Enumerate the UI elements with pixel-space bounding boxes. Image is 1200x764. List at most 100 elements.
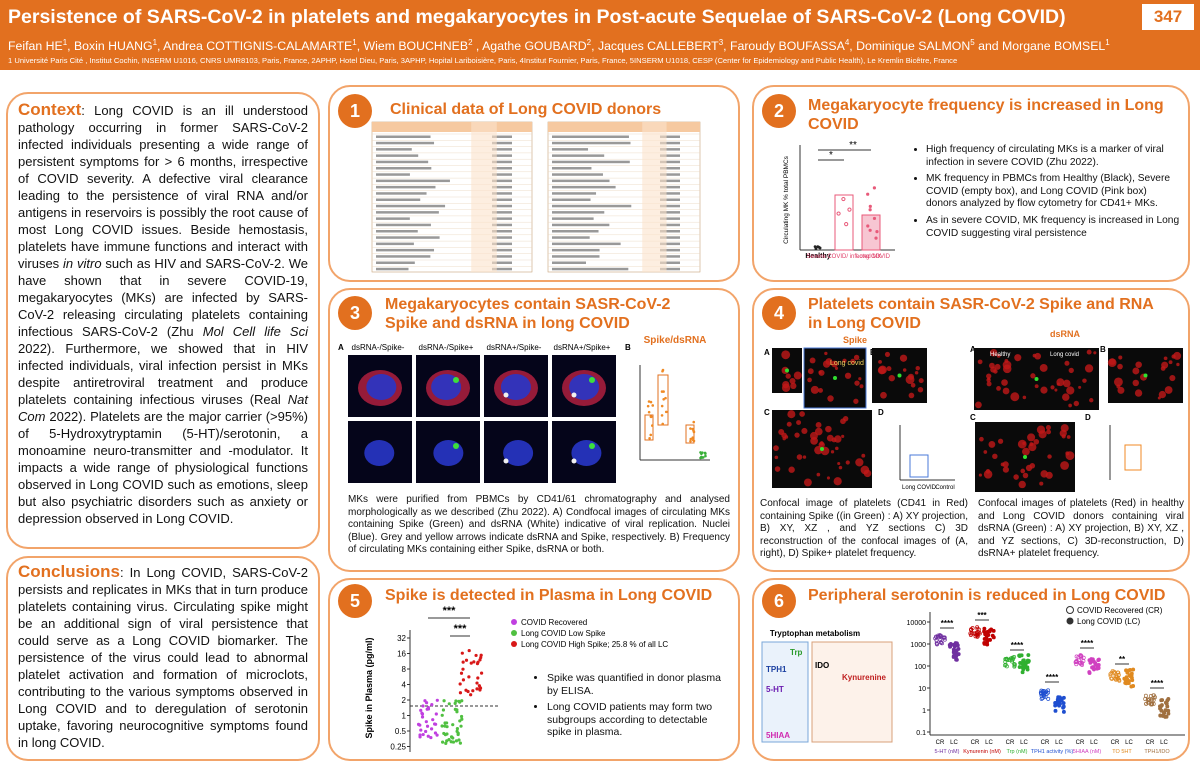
dot: [1087, 671, 1092, 675]
group-label: 5HIAA (nM): [1073, 749, 1102, 755]
platelet: [1084, 364, 1094, 373]
platelet: [850, 358, 856, 364]
dot: [425, 707, 429, 711]
microscopy: A B dsRNA-/Spike- dsRNA-/Spike+ dsRNA+/S…: [338, 335, 710, 483]
table-header: [548, 122, 700, 132]
table-text: [552, 167, 592, 170]
signal: [1023, 455, 1027, 459]
dot: [1160, 698, 1165, 702]
table-text: [660, 267, 680, 271]
dot: [1081, 659, 1086, 663]
star: ****: [1011, 641, 1024, 650]
dot: [940, 641, 945, 646]
star: ***: [454, 623, 468, 635]
platelet: [1062, 393, 1070, 401]
dot: [461, 660, 465, 664]
platelet: [987, 377, 991, 381]
dot: [467, 675, 471, 679]
platelet: [859, 384, 864, 389]
dot: [1146, 700, 1151, 705]
platelet: [803, 478, 812, 487]
dot: [466, 689, 470, 694]
legend-label: Long COVID (LC): [1077, 617, 1140, 626]
dot: [419, 728, 423, 732]
group-label: Trp (nM): [1007, 749, 1028, 755]
bullets: High frequency of circulating MKs is a m…: [912, 144, 1180, 244]
table-text: [660, 135, 680, 138]
column-label: dsRNA+/Spike-: [487, 343, 542, 352]
platelet: [1002, 364, 1012, 374]
diagram-title: Tryptophan metabolism: [770, 629, 860, 638]
dot: [985, 637, 989, 642]
dot: [419, 708, 423, 712]
platelet: [810, 436, 818, 445]
dot: [868, 228, 872, 232]
platelet: [774, 466, 781, 472]
y-tick-label: 16: [397, 650, 406, 659]
panel: [752, 85, 1190, 282]
dot: [1125, 670, 1130, 675]
platelet: [996, 386, 1001, 391]
dot: [1165, 704, 1170, 709]
platelet: [1089, 398, 1094, 403]
table-text: [492, 267, 512, 271]
platelet: [853, 354, 860, 361]
nucleus: [503, 440, 534, 466]
dot: [1076, 655, 1081, 660]
dot: [1074, 659, 1079, 664]
table-text: [660, 255, 680, 258]
panel-number: 1: [338, 94, 372, 128]
dot: [969, 628, 974, 632]
dot: [1078, 653, 1083, 658]
table-text: [552, 192, 597, 195]
platelet: [1027, 433, 1036, 442]
platelet: [914, 370, 919, 375]
affiliation-index: 2: [586, 38, 592, 47]
affiliation-index: 4: [844, 38, 850, 47]
tables: [371, 121, 701, 273]
platelet: [825, 425, 832, 433]
dot: [431, 718, 435, 722]
panel-number: 2: [762, 94, 796, 128]
poster-number: 347: [1142, 4, 1194, 30]
platelet: [1107, 358, 1117, 368]
platelet: [918, 378, 924, 384]
y-tick-label: 32: [397, 634, 406, 643]
table-text: [660, 217, 680, 220]
dot: [1039, 688, 1044, 693]
dot: [975, 625, 980, 630]
dot: [1131, 684, 1136, 688]
dot: [455, 726, 460, 731]
dot: [988, 637, 993, 642]
label: B: [1100, 345, 1106, 354]
platelet: [1118, 355, 1123, 360]
platelet: [1018, 480, 1026, 489]
platelet: [993, 369, 998, 374]
star: **: [1119, 655, 1126, 664]
platelet: [1093, 351, 1097, 355]
table-text: [660, 154, 680, 157]
column-label: dsRNA-/Spike+: [419, 343, 474, 352]
dot: [703, 451, 707, 455]
dot: [1128, 667, 1133, 672]
platelet: [801, 427, 808, 435]
dot: [1039, 691, 1044, 696]
dot: [1010, 659, 1015, 664]
platelet: [1045, 425, 1051, 431]
platelet: [1066, 435, 1071, 439]
table-text: [552, 230, 599, 233]
y-tick-label: 1000: [910, 642, 926, 649]
platelet: [814, 427, 823, 436]
platelet: [807, 368, 814, 375]
platelet: [1022, 395, 1027, 400]
platelet: [878, 365, 887, 375]
platelet: [1066, 386, 1075, 395]
dot: [426, 734, 430, 738]
table-text: [660, 160, 680, 164]
signal: [833, 376, 837, 380]
platelet: [1000, 462, 1005, 467]
dot: [424, 729, 428, 734]
table-text: [492, 236, 512, 239]
dot: [476, 676, 480, 680]
platelet: [782, 380, 790, 389]
